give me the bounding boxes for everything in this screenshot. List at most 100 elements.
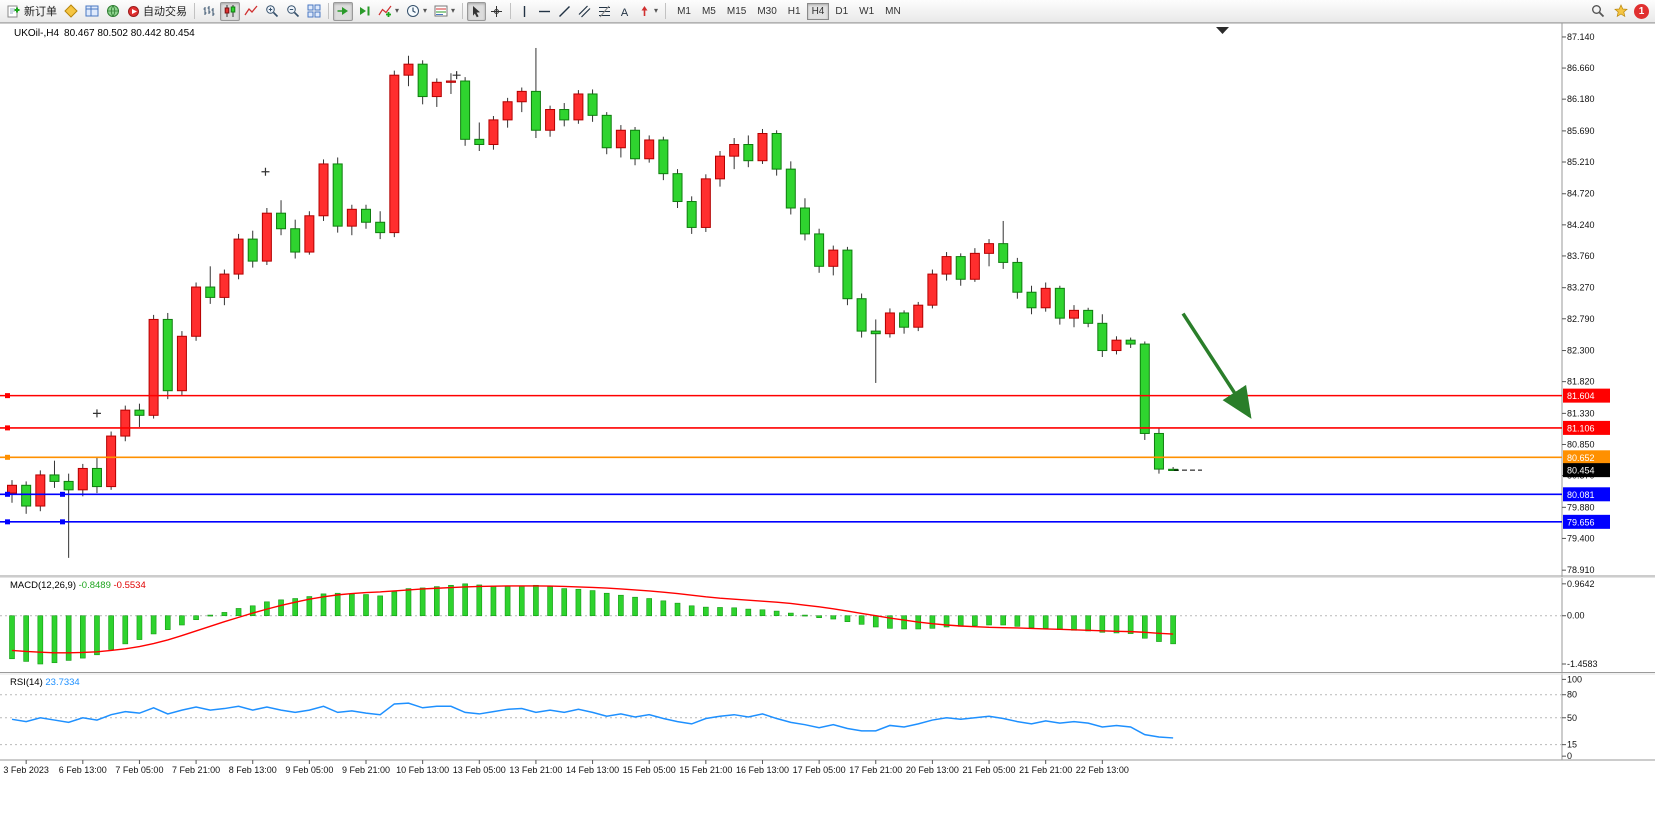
svg-text:6 Feb 13:00: 6 Feb 13:00 <box>59 765 107 775</box>
indicators-icon <box>378 5 392 17</box>
svg-text:-1.4583: -1.4583 <box>1567 659 1598 669</box>
text-label-button[interactable]: A <box>615 2 634 21</box>
svg-text:0: 0 <box>1567 751 1572 761</box>
timeframe-button-mn[interactable]: MN <box>880 3 906 20</box>
templates-icon <box>434 5 448 17</box>
horizontal-line-button[interactable] <box>535 2 554 21</box>
svg-text:8 Feb 13:00: 8 Feb 13:00 <box>229 765 277 775</box>
periods-clock-icon <box>407 5 420 17</box>
timeframe-button-m30[interactable]: M30 <box>752 3 781 20</box>
svg-text:86.660: 86.660 <box>1567 63 1595 73</box>
svg-text:80.850: 80.850 <box>1567 439 1595 449</box>
chart-ohlc-label: 80.467 80.502 80.442 80.454 <box>64 28 195 39</box>
search-button[interactable] <box>1588 2 1608 21</box>
arrows-caret-icon: ▾ <box>654 6 659 15</box>
current-price-marker: 80.454 <box>1174 463 1610 478</box>
macd-signal-value: -0.5534 <box>113 580 146 591</box>
auto-scroll-icon <box>337 7 348 15</box>
market-watch-icon <box>64 4 78 18</box>
navigator-button[interactable] <box>103 2 123 21</box>
svg-text:80.454: 80.454 <box>1567 466 1595 476</box>
price-badges: 81.604 81.106 80.652 80.081 79.656 <box>1563 388 1610 529</box>
svg-text:81.330: 81.330 <box>1567 408 1595 418</box>
templates-button[interactable]: ▾ <box>431 2 458 21</box>
svg-text:80: 80 <box>1567 690 1577 700</box>
svg-text:81.106: 81.106 <box>1567 423 1595 433</box>
periods-button[interactable]: ▾ <box>403 2 430 21</box>
svg-text:21 Feb 21:00: 21 Feb 21:00 <box>1019 765 1072 775</box>
svg-text:0.9642: 0.9642 <box>1567 579 1595 589</box>
svg-text:87.140: 87.140 <box>1567 32 1595 42</box>
fibonacci-button[interactable] <box>595 2 614 21</box>
svg-text:50: 50 <box>1567 713 1577 723</box>
auto-scroll-button[interactable] <box>333 1 353 21</box>
crosshair-button[interactable] <box>487 2 506 21</box>
candlesticks <box>7 47 1179 558</box>
chart-symbol-label: UKOil-,H4 <box>14 28 60 39</box>
indicator-gridlines <box>0 615 1562 746</box>
timeframe-button-m15[interactable]: M15 <box>722 3 751 20</box>
arrows-button[interactable]: ▾ <box>635 2 661 21</box>
svg-text:82.300: 82.300 <box>1567 346 1595 356</box>
line-chart-button[interactable] <box>241 2 261 21</box>
svg-text:85.690: 85.690 <box>1567 126 1595 136</box>
vertical-line-button[interactable] <box>515 2 534 21</box>
time-axis: 3 Feb 2023 6 Feb 13:00 7 Feb 05:00 7 Feb 21… <box>3 760 1129 775</box>
zoom-out-button[interactable] <box>283 2 303 21</box>
svg-text:86.180: 86.180 <box>1567 94 1595 104</box>
toolbar-separator <box>665 3 667 19</box>
equidistant-channel-button[interactable] <box>575 2 594 21</box>
chart-frame <box>0 22 1655 826</box>
svg-text:82.790: 82.790 <box>1567 314 1595 324</box>
templates-caret-icon: ▾ <box>451 6 456 15</box>
indicators-caret-icon: ▾ <box>395 6 400 15</box>
favorites-button[interactable] <box>1611 2 1631 21</box>
bar-chart-button[interactable] <box>199 2 219 21</box>
svg-text:80.652: 80.652 <box>1567 453 1595 463</box>
indicators-button[interactable]: ▾ <box>375 2 402 21</box>
cursor-button[interactable] <box>467 1 487 21</box>
svg-text:17 Feb 21:00: 17 Feb 21:00 <box>849 765 902 775</box>
level-lines[interactable] <box>0 393 1562 525</box>
tile-windows-button[interactable] <box>304 2 324 21</box>
svg-text:7 Feb 05:00: 7 Feb 05:00 <box>115 765 163 775</box>
favorites-star-icon <box>1614 4 1628 18</box>
chart-title: UKOil-,H4 80.467 80.502 80.442 80.454 <box>14 28 195 39</box>
svg-text:79.400: 79.400 <box>1567 533 1595 543</box>
rsi-indicator-label: RSI(14) 23.7334 <box>10 677 80 688</box>
text-icon: A <box>621 7 629 18</box>
price-axis: 87.140 86.660 86.180 85.690 85.210 84.720 84.2… <box>1562 32 1595 575</box>
autotrading-icon <box>128 5 139 17</box>
data-window-icon <box>85 5 99 17</box>
zoom-in-button[interactable] <box>262 2 282 21</box>
svg-text:79.656: 79.656 <box>1567 517 1595 527</box>
market-watch-button[interactable] <box>61 2 81 21</box>
bar-chart-icon <box>203 6 215 16</box>
data-window-button[interactable] <box>82 2 102 21</box>
macd-indicator-label: MACD(12,26,9) -0.8489 -0.5534 <box>10 580 146 591</box>
zoom-in-icon <box>266 5 279 18</box>
candlestick-chart-button[interactable] <box>220 1 240 21</box>
toolbar-right-group: 1 <box>1588 2 1651 21</box>
rsi-name: RSI(14) <box>10 677 43 688</box>
trend-arrow[interactable] <box>1181 312 1252 419</box>
channel-icon <box>578 5 591 17</box>
svg-text:84.240: 84.240 <box>1567 220 1595 230</box>
notification-badge[interactable]: 1 <box>1634 3 1649 19</box>
search-icon <box>1592 5 1605 18</box>
new-order-button[interactable]: 新订单 <box>4 2 60 21</box>
chart-shift-button[interactable] <box>354 2 374 21</box>
svg-text:78.910: 78.910 <box>1567 565 1595 575</box>
svg-text:3 Feb 2023: 3 Feb 2023 <box>3 765 49 775</box>
timeframe-button-m5[interactable]: M5 <box>697 3 721 20</box>
timeframe-button-h1[interactable]: H1 <box>783 3 806 20</box>
timeframe-button-d1[interactable]: D1 <box>830 3 853 20</box>
horizontal-line-icon <box>539 10 551 12</box>
trendline-button[interactable] <box>555 2 574 21</box>
timeframe-button-h4[interactable]: H4 <box>806 2 830 20</box>
svg-text:9 Feb 21:00: 9 Feb 21:00 <box>342 765 390 775</box>
timeframe-button-m1[interactable]: M1 <box>672 3 696 20</box>
autotrading-button[interactable]: 自动交易 <box>124 2 190 21</box>
timeframe-button-w1[interactable]: W1 <box>854 3 879 20</box>
